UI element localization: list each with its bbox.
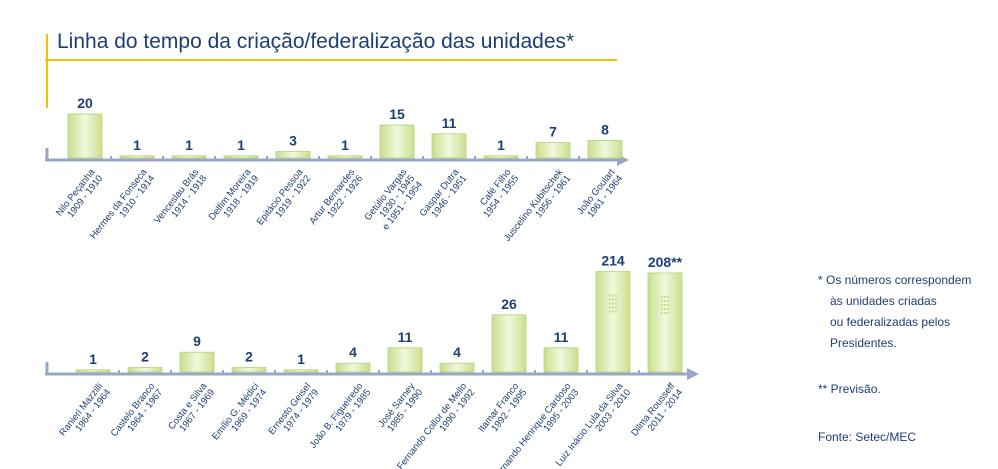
bar xyxy=(483,155,519,159)
bar xyxy=(283,369,319,373)
note: Presidentes. xyxy=(830,336,897,350)
bar xyxy=(171,155,207,159)
bar xyxy=(335,362,371,373)
bar xyxy=(387,347,423,373)
bar xyxy=(595,271,631,373)
value-label: 1 xyxy=(497,137,505,153)
bar xyxy=(379,124,415,159)
value-label: 3 xyxy=(289,132,297,148)
value-label: 208** xyxy=(648,254,683,270)
value-label: 11 xyxy=(442,115,457,131)
bar xyxy=(543,347,579,373)
bar xyxy=(275,150,311,159)
note: ** Previsão. xyxy=(818,382,881,396)
value-label: 1 xyxy=(185,137,193,153)
value-label: 7 xyxy=(549,124,557,140)
bar xyxy=(67,113,103,159)
bar xyxy=(439,362,475,373)
bar xyxy=(223,155,259,159)
value-label: 20 xyxy=(77,95,93,111)
note: ou federalizadas pelos xyxy=(830,315,950,329)
value-label: 1 xyxy=(133,137,141,153)
bar xyxy=(431,133,467,159)
axis-arrow xyxy=(687,368,699,380)
bar xyxy=(587,139,623,159)
value-label: 11 xyxy=(398,329,413,345)
bar xyxy=(231,367,267,373)
value-label: 2 xyxy=(245,349,253,365)
value-label: 214 xyxy=(601,253,625,269)
bar xyxy=(119,155,155,159)
bar xyxy=(647,272,683,373)
title: Linha do tempo da criação/federalização … xyxy=(57,30,574,53)
note: às unidades criadas xyxy=(830,294,937,308)
value-label: 1 xyxy=(341,137,349,153)
value-label: 4 xyxy=(453,344,461,360)
note: * Os números correspondem xyxy=(818,273,971,287)
value-label: 4 xyxy=(349,344,357,360)
value-label: 1 xyxy=(297,351,305,367)
bar xyxy=(535,142,571,159)
bar xyxy=(75,369,111,373)
value-label: 8 xyxy=(601,121,609,137)
value-label: 9 xyxy=(193,333,201,349)
bar xyxy=(327,155,363,159)
value-label: 1 xyxy=(237,137,245,153)
note: Fonte: Setec/MEC xyxy=(818,430,916,444)
value-label: 2 xyxy=(141,349,149,365)
bar xyxy=(491,314,527,373)
value-label: 15 xyxy=(389,106,405,122)
bar xyxy=(127,367,163,373)
value-label: 11 xyxy=(554,329,569,345)
value-label: 1 xyxy=(89,351,97,367)
value-label: 26 xyxy=(501,296,517,312)
bar xyxy=(179,351,215,373)
